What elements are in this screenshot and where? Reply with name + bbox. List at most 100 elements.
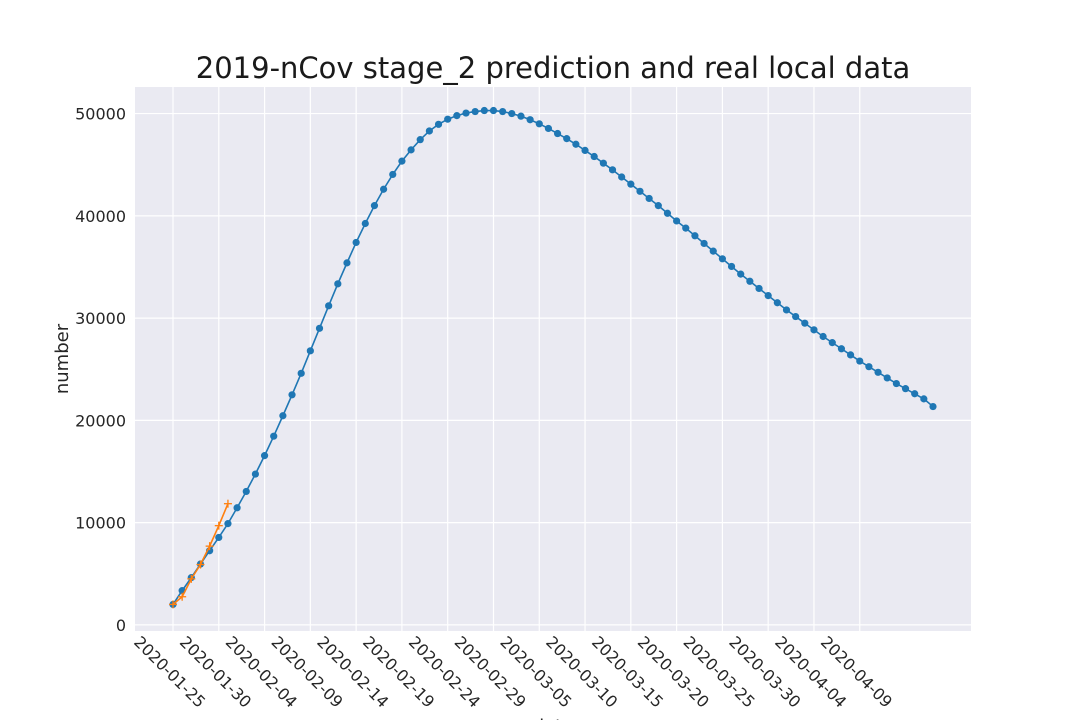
data-point [223,499,232,508]
data-point [663,209,672,217]
data-point [334,280,342,288]
data-point [489,106,498,115]
data-point [718,255,726,263]
data-point [901,385,910,393]
data-point [920,395,928,403]
data-point [727,262,736,271]
y-axis-label: number [52,323,73,394]
data-point [517,112,525,120]
data-point [563,135,571,143]
data-point [682,224,690,232]
data-point [810,326,818,334]
data-point [709,247,717,255]
data-point [828,339,836,347]
data-point [544,124,553,133]
plot-area [135,87,971,631]
y-tick-label: 40000 [75,207,126,226]
data-point [782,306,791,314]
data-point [856,357,864,365]
data-point [434,120,443,128]
data-point [837,345,846,353]
data-point [892,379,900,388]
data-point [325,302,333,310]
data-point [233,504,241,512]
x-axis-label: date [533,716,574,720]
grid [135,87,971,631]
data-point [645,194,653,203]
data-point [608,166,617,174]
data-point [746,277,754,285]
data-point [380,185,388,193]
data-point [370,202,379,210]
data-point [416,136,424,144]
data-point [911,390,919,398]
data-point [279,412,287,420]
data-point [737,270,745,278]
data-point [224,520,232,528]
data-point [462,109,470,117]
data-point [343,259,351,267]
data-point [187,574,196,583]
data-point [453,112,461,120]
data-point [691,232,699,240]
data-point [306,347,314,355]
data-point [398,157,406,165]
data-point [242,487,250,496]
data-point [499,107,507,116]
data-point [553,129,562,138]
data-point [196,560,205,569]
data-point [535,120,543,128]
data-point [389,170,397,179]
data-point [865,363,873,371]
data-point [819,332,827,341]
data-point [636,187,644,195]
y-tick-label: 30000 [75,309,126,328]
data-point [673,217,681,225]
data-point [599,159,607,167]
data-point [444,115,452,123]
data-point [352,238,360,247]
x-axis: 2020-01-252020-01-302020-02-042020-02-09… [130,632,896,711]
data-point [572,140,580,148]
data-point [874,368,882,376]
data-point [270,432,278,440]
data-point [214,521,223,530]
y-tick-label: 50000 [75,105,126,124]
data-point [425,127,433,135]
chart-title: 2019-nCov stage_2 prediction and real lo… [196,51,910,85]
data-point [260,452,269,460]
data-point [215,533,223,542]
data-point [288,391,296,399]
data-point [205,542,214,551]
data-point [581,146,589,154]
data-point [764,292,772,300]
data-point [471,107,479,116]
data-point [792,312,800,321]
data-point [755,284,763,293]
y-axis: 0 10000 20000 30000 40000 50000 [75,105,126,635]
y-tick-label: 20000 [75,411,126,430]
data-point [846,351,855,359]
data-point [773,299,781,307]
data-point [361,219,369,228]
y-tick-label: 10000 [75,514,126,533]
data-point [251,470,260,478]
data-point [654,202,662,210]
data-point [929,402,937,411]
data-point [627,180,635,188]
data-point [700,239,708,248]
data-point [480,106,488,115]
data-point [407,146,415,154]
data-point [297,369,305,377]
data-point [508,109,516,118]
data-point [883,374,891,382]
data-point [526,116,534,124]
data-point [618,173,626,181]
data-point [315,324,324,332]
data-point [590,152,598,161]
y-tick-label: 0 [116,616,126,635]
data-point [801,319,809,327]
data-point [169,600,177,609]
series-layer [169,106,937,609]
